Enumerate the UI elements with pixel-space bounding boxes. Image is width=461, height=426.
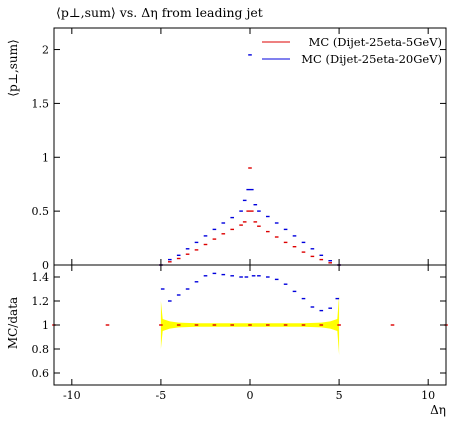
top-y-tick-label: 0.5 [32, 205, 50, 218]
top-y-tick-label: 1 [42, 151, 49, 164]
legend-label-series-1: MC (Dijet-25eta-5GeV) [309, 35, 442, 49]
bottom-y-tick-label: 1.4 [32, 271, 50, 284]
bottom-y-tick-label: 1 [42, 319, 49, 332]
bottom-y-tick-label: 0.6 [32, 367, 50, 380]
top-y-tick-label: 2 [42, 44, 49, 57]
bottom-y-tick-label: 0.8 [32, 343, 50, 356]
x-tick-label: 10 [421, 389, 435, 402]
x-tick-label: -10 [63, 389, 81, 402]
top-y-tick-label: 1.5 [32, 97, 50, 110]
x-axis-label: Δη [430, 403, 446, 417]
legend-label-series-2: MC (Dijet-25eta-20GeV) [301, 52, 442, 66]
chart-title: ⟨p⊥,sum⟩ vs. Δη from leading jet [56, 5, 263, 20]
bottom-panel: -10 -5 0 5 10 0.6 0.8 1 1.2 1.4 [32, 264, 448, 402]
top-y-axis-label: ⟨p⊥,sum⟩ [6, 39, 20, 96]
bottom-y-tick-label: 1.2 [32, 295, 50, 308]
x-tick-label: 5 [336, 389, 343, 402]
top-panel: 0 0.5 1 1.5 2 [32, 27, 447, 272]
top-y-tick-label: 0 [42, 259, 49, 272]
bottom-y-axis-label: MC/data [6, 297, 20, 349]
x-tick-label: -5 [156, 389, 167, 402]
x-tick-label: 0 [247, 389, 254, 402]
legend: MC (Dijet-25eta-5GeV) MC (Dijet-25eta-20… [262, 35, 442, 66]
